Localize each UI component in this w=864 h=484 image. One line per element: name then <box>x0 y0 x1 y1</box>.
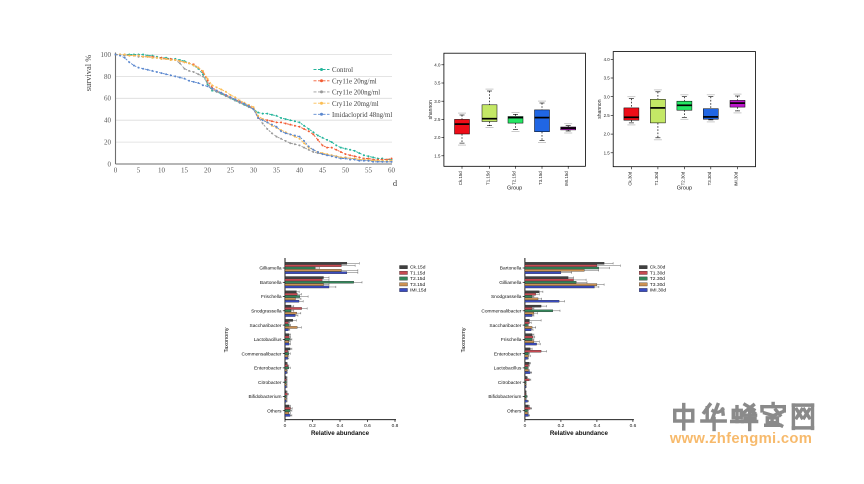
svg-text:Commensalibacter: Commensalibacter <box>481 309 521 315</box>
svg-text:0.2: 0.2 <box>309 423 316 429</box>
svg-text:0.8: 0.8 <box>392 423 399 429</box>
svg-text:0.4: 0.4 <box>337 423 344 429</box>
svg-text:0: 0 <box>114 167 118 175</box>
svg-text:0.6: 0.6 <box>630 423 637 429</box>
svg-text:0.2: 0.2 <box>558 423 565 429</box>
svg-text:T1.30d: T1.30d <box>654 171 659 185</box>
svg-text:Commensalibacter: Commensalibacter <box>242 351 282 357</box>
svg-text:Bifidobacterium: Bifidobacterium <box>248 394 281 400</box>
svg-text:T3.15d: T3.15d <box>410 282 426 288</box>
svg-text:IMI.30d: IMI.30d <box>650 288 667 294</box>
svg-text:Relative abundance: Relative abundance <box>311 430 370 437</box>
svg-text:Relative abundance: Relative abundance <box>550 430 609 437</box>
svg-text:Others: Others <box>507 408 522 414</box>
svg-text:1.5: 1.5 <box>434 153 441 158</box>
svg-text:T2.30d: T2.30d <box>680 171 685 185</box>
svg-text:Ck.15d: Ck.15d <box>458 171 463 185</box>
svg-text:T2.15d: T2.15d <box>410 276 426 282</box>
svg-text:Cry11e 20ng/ml: Cry11e 20ng/ml <box>332 78 377 85</box>
svg-text:55: 55 <box>365 167 373 175</box>
svg-text:Taxonomy: Taxonomy <box>461 327 467 352</box>
svg-text:3.5: 3.5 <box>434 81 441 86</box>
svg-text:survival %: survival % <box>83 55 93 92</box>
svg-text:3.0: 3.0 <box>434 99 441 104</box>
svg-text:100: 100 <box>101 51 112 59</box>
svg-text:4.0: 4.0 <box>434 62 441 67</box>
svg-text:T3.30d: T3.30d <box>707 171 712 185</box>
svg-text:T1.15d: T1.15d <box>410 270 426 276</box>
svg-text:2.5: 2.5 <box>604 113 611 118</box>
svg-text:Ck.30d: Ck.30d <box>627 171 632 185</box>
svg-text:T2.15d: T2.15d <box>512 171 517 185</box>
svg-text:0.6: 0.6 <box>364 423 371 429</box>
svg-text:0: 0 <box>524 423 527 429</box>
svg-text:Cry11e 20mg/ml: Cry11e 20mg/ml <box>332 101 379 108</box>
svg-text:T2.30d: T2.30d <box>650 276 666 282</box>
svg-text:IMI.15d: IMI.15d <box>410 288 427 294</box>
svg-text:60: 60 <box>104 95 112 103</box>
svg-text:Gilliamella: Gilliamella <box>499 280 521 286</box>
svg-text:Lactobacillus: Lactobacillus <box>254 337 282 343</box>
svg-text:3.5: 3.5 <box>604 76 611 81</box>
svg-text:0: 0 <box>284 423 287 429</box>
svg-text:Frischella: Frischella <box>501 337 522 343</box>
svg-text:45: 45 <box>319 167 327 175</box>
svg-text:35: 35 <box>273 167 281 175</box>
svg-text:Frischella: Frischella <box>261 294 282 300</box>
svg-text:Control: Control <box>332 67 353 74</box>
svg-text:3.0: 3.0 <box>604 94 611 99</box>
svg-text:Citrobacter: Citrobacter <box>498 380 522 386</box>
svg-text:Lactobacillus: Lactobacillus <box>494 366 522 372</box>
svg-text:Ck.15d: Ck.15d <box>410 265 426 271</box>
svg-text:Ck.30d: Ck.30d <box>650 265 666 271</box>
svg-text:0.4: 0.4 <box>594 423 601 429</box>
svg-text:Cry11e 200ng/ml: Cry11e 200ng/ml <box>332 90 380 97</box>
svg-text:Snodgrassella: Snodgrassella <box>491 294 522 300</box>
svg-text:T3.15d: T3.15d <box>538 171 543 185</box>
svg-text:Imidacloprid 48ng/ml: Imidacloprid 48ng/ml <box>332 112 392 119</box>
svg-text:Group: Group <box>507 185 522 191</box>
svg-text:Snodgrassella: Snodgrassella <box>251 309 282 315</box>
svg-text:IMI.30d: IMI.30d <box>734 171 739 186</box>
svg-text:Bartonella: Bartonella <box>260 280 282 286</box>
svg-text:20: 20 <box>104 139 112 147</box>
svg-text:Saccharibacter: Saccharibacter <box>250 323 282 329</box>
svg-text:2.0: 2.0 <box>434 135 441 140</box>
svg-text:T1.15d: T1.15d <box>486 171 491 185</box>
svg-text:2.0: 2.0 <box>604 132 611 137</box>
svg-text:30: 30 <box>250 167 258 175</box>
svg-text:Bifidobacterium: Bifidobacterium <box>488 394 521 400</box>
svg-text:T3.30d: T3.30d <box>650 282 666 288</box>
svg-text:Saccharibacter: Saccharibacter <box>489 323 521 329</box>
svg-text:10: 10 <box>158 167 166 175</box>
svg-text:15: 15 <box>181 167 189 175</box>
svg-text:4.0: 4.0 <box>604 57 611 62</box>
svg-text:40: 40 <box>104 117 112 125</box>
svg-text:d: d <box>393 178 398 188</box>
svg-text:shannon: shannon <box>597 99 603 118</box>
svg-text:20: 20 <box>204 167 212 175</box>
svg-text:www.zhfengmi.com: www.zhfengmi.com <box>669 431 812 447</box>
svg-text:Enterobacter: Enterobacter <box>494 351 522 357</box>
svg-text:Group: Group <box>677 186 692 192</box>
svg-text:shannon: shannon <box>428 100 434 119</box>
svg-text:T1.30d: T1.30d <box>650 270 666 276</box>
svg-text:5: 5 <box>137 167 141 175</box>
svg-text:40: 40 <box>296 167 304 175</box>
svg-text:60: 60 <box>388 167 396 175</box>
svg-text:Bartonella: Bartonella <box>500 266 522 272</box>
svg-text:Gilliamella: Gilliamella <box>259 266 281 272</box>
svg-text:Citrobacter: Citrobacter <box>258 380 282 386</box>
svg-text:25: 25 <box>227 167 235 175</box>
svg-text:50: 50 <box>342 167 350 175</box>
svg-text:Taxonomy: Taxonomy <box>224 327 230 352</box>
svg-text:2.5: 2.5 <box>434 117 441 122</box>
svg-text:80: 80 <box>104 73 112 81</box>
svg-text:Others: Others <box>267 408 282 414</box>
svg-text:0: 0 <box>108 160 112 168</box>
svg-text:Enterobacter: Enterobacter <box>254 366 282 372</box>
svg-text:1.5: 1.5 <box>604 150 611 155</box>
svg-text:IMI.15d: IMI.15d <box>564 171 569 186</box>
